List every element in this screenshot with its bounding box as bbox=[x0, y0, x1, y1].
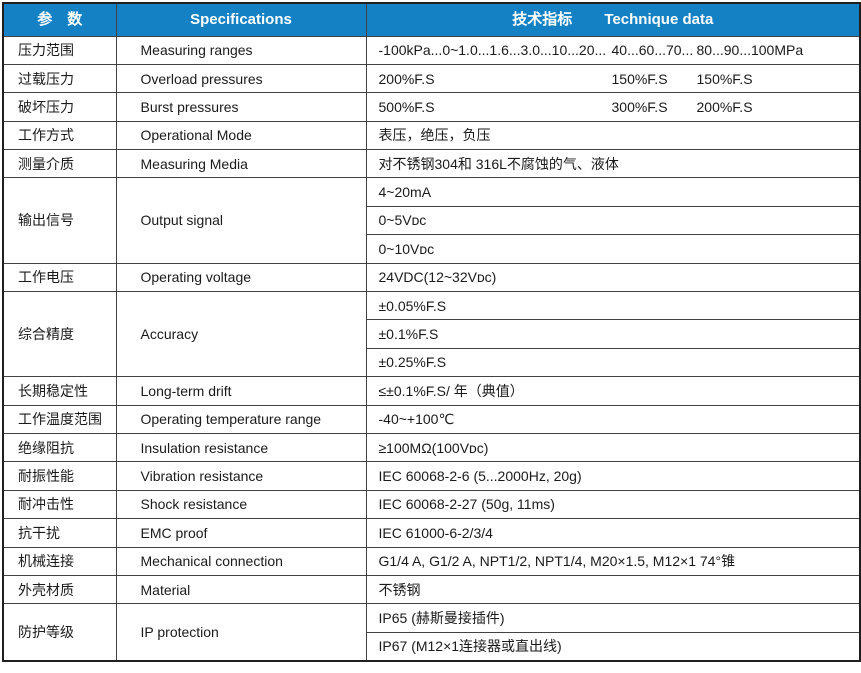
table-row-vibration-resistance: 耐振性能 Vibration resistance IEC 60068-2-6 … bbox=[2, 461, 861, 491]
specifications-table: 参 数 Specifications 技术指标 Technique data 压… bbox=[2, 2, 861, 662]
value-burst-high: 200%F.S bbox=[696, 98, 753, 115]
table-header-row: 参 数 Specifications 技术指标 Technique data bbox=[2, 2, 861, 37]
param-zh-cell: 外壳材质 bbox=[2, 574, 117, 605]
table-row-long-term-drift: 长期稳定性 Long-term drift ≤±0.1%F.S/ 年（典值） bbox=[2, 376, 861, 406]
param-zh-cell: 工作方式 bbox=[2, 120, 117, 151]
value-overload-high: 150%F.S bbox=[696, 70, 753, 87]
param-zh-cell: 输出信号 bbox=[2, 177, 117, 264]
value-range-mid: 40...60...70... bbox=[611, 42, 694, 59]
table-row-operational-mode: 工作方式 Operational Mode 表压，绝压，负压 bbox=[2, 120, 861, 151]
table-row-insulation-resistance: 绝缘阻抗 Insulation resistance ≥100MΩ(100Vᴅᴄ… bbox=[2, 432, 861, 463]
header-technique-zh: 技术指标 bbox=[512, 11, 573, 29]
value-cell: -40~+100℃ bbox=[365, 404, 861, 434]
value-cell: ±0.05%F.S bbox=[365, 291, 861, 321]
param-zh-cell: 绝缘阻抗 bbox=[2, 432, 117, 463]
header-technique-data: 技术指标 Technique data bbox=[365, 2, 861, 37]
value-cell: 500%F.S 300%F.S 200%F.S bbox=[365, 92, 861, 122]
param-zh-cell: 抗干扰 bbox=[2, 518, 117, 548]
param-zh-cell: 耐冲击性 bbox=[2, 489, 117, 520]
value-cell: ≥100MΩ(100Vᴅᴄ) bbox=[365, 432, 861, 463]
value-cell: ±0.1%F.S bbox=[365, 319, 861, 349]
param-en-cell: Measuring Media bbox=[115, 149, 367, 179]
table-row-output-signal-2: 0~5Vᴅᴄ bbox=[3, 205, 861, 236]
header-specifications: Specifications bbox=[115, 2, 367, 37]
value-cell: 200%F.S 150%F.S 150%F.S bbox=[365, 63, 861, 94]
param-en-cell: Shock resistance bbox=[115, 489, 367, 520]
value-cell: IEC 60068-2-6 (5...2000Hz, 20g) bbox=[365, 461, 861, 491]
value-cell: IP65 (赫斯曼接插件) bbox=[365, 603, 861, 633]
param-zh-cell: 测量介质 bbox=[2, 149, 117, 179]
value-cell: 0~5Vᴅᴄ bbox=[365, 205, 861, 236]
param-en-cell: Material bbox=[115, 574, 367, 605]
table-row-mechanical-connection: 机械连接 Mechanical connection G1/4 A, G1/2 … bbox=[2, 546, 861, 576]
value-cell: 24VDC(12~32Vᴅᴄ) bbox=[365, 262, 861, 293]
value-overload-mid: 150%F.S bbox=[611, 70, 668, 87]
param-en-cell: Accuracy bbox=[115, 291, 367, 378]
value-cell: 不锈钢 bbox=[365, 574, 861, 605]
param-en-cell: IP protection bbox=[115, 603, 367, 662]
param-zh-cell: 综合精度 bbox=[2, 291, 117, 378]
param-en-cell: Insulation resistance bbox=[115, 432, 367, 463]
table-row-accuracy-3: ±0.25%F.S bbox=[3, 347, 861, 378]
param-zh-cell: 防护等级 bbox=[2, 603, 117, 662]
value-overload-low: 200%F.S bbox=[378, 70, 435, 87]
param-zh-cell: 长期稳定性 bbox=[2, 376, 117, 406]
value-cell: ≤±0.1%F.S/ 年（典值） bbox=[365, 376, 861, 406]
value-cell: IP67 (M12×1连接器或直出线) bbox=[365, 631, 861, 662]
param-zh-cell: 破坏压力 bbox=[2, 92, 117, 122]
param-zh-cell: 工作温度范围 bbox=[2, 404, 117, 434]
table-row-operating-voltage: 工作电压 Operating voltage 24VDC(12~32Vᴅᴄ) bbox=[2, 262, 861, 293]
value-cell: 4~20mA bbox=[365, 177, 861, 207]
param-en-cell: Operating temperature range bbox=[115, 404, 367, 434]
table-row-accuracy: 综合精度 Accuracy ±0.05%F.S bbox=[2, 291, 861, 378]
param-en-cell: Measuring ranges bbox=[115, 35, 367, 65]
param-zh-cell: 过载压力 bbox=[2, 63, 117, 94]
table-row-measuring-media: 测量介质 Measuring Media 对不锈钢304和 316L不腐蚀的气、… bbox=[2, 149, 861, 179]
table-row-ip-protection: 防护等级 IP protection IP65 (赫斯曼接插件) bbox=[2, 603, 861, 662]
value-burst-low: 500%F.S bbox=[378, 98, 435, 115]
param-en-cell: EMC proof bbox=[115, 518, 367, 548]
param-zh-cell: 压力范围 bbox=[2, 35, 117, 65]
param-en-cell: Burst pressures bbox=[115, 92, 367, 122]
table-row-operating-temperature: 工作温度范围 Operating temperature range -40~+… bbox=[2, 404, 861, 434]
header-technique-en: Technique data bbox=[604, 11, 714, 29]
table-row-output-signal: 输出信号 Output signal 4~20mA bbox=[2, 177, 861, 264]
value-cell: 表压，绝压，负压 bbox=[365, 120, 861, 151]
table-row-measuring-ranges: 压力范围 Measuring ranges -100kPa...0~1.0...… bbox=[2, 35, 861, 65]
param-en-cell: Mechanical connection bbox=[115, 546, 367, 576]
value-cell: IEC 61000-6-2/3/4 bbox=[365, 518, 861, 548]
value-cell: -100kPa...0~1.0...1.6...3.0...10...20...… bbox=[365, 35, 861, 65]
table-row-shock-resistance: 耐冲击性 Shock resistance IEC 60068-2-27 (50… bbox=[2, 489, 861, 520]
value-cell: ±0.25%F.S bbox=[365, 347, 861, 378]
value-burst-mid: 300%F.S bbox=[611, 98, 668, 115]
param-zh-cell: 工作电压 bbox=[2, 262, 117, 293]
table-row-overload: 过载压力 Overload pressures 200%F.S 150%F.S … bbox=[2, 63, 861, 94]
param-en-cell: Operational Mode bbox=[115, 120, 367, 151]
header-param: 参 数 bbox=[2, 2, 117, 37]
value-range-high: 80...90...100MPa bbox=[696, 42, 804, 59]
param-en-cell: Output signal bbox=[115, 177, 367, 264]
value-cell: G1/4 A, G1/2 A, NPT1/2, NPT1/4, M20×1.5,… bbox=[365, 546, 861, 576]
param-en-cell: Overload pressures bbox=[115, 63, 367, 94]
param-en-cell: Operating voltage bbox=[115, 262, 367, 293]
param-zh-cell: 机械连接 bbox=[2, 546, 117, 576]
value-group: 200%F.S 150%F.S 150%F.S bbox=[379, 71, 860, 87]
value-range-low: -100kPa...0~1.0...1.6...3.0...10...20... bbox=[378, 42, 607, 59]
table-row-output-signal-3: 0~10Vᴅᴄ bbox=[3, 234, 861, 264]
param-en-cell: Vibration resistance bbox=[115, 461, 367, 491]
param-en-cell: Long-term drift bbox=[115, 376, 367, 406]
table-row-ip-protection-2: IP67 (M12×1连接器或直出线) bbox=[3, 631, 861, 662]
table-row-material: 外壳材质 Material 不锈钢 bbox=[2, 574, 861, 605]
value-cell: IEC 60068-2-27 (50g, 11ms) bbox=[365, 489, 861, 520]
value-group: -100kPa...0~1.0...1.6...3.0...10...20...… bbox=[379, 42, 860, 58]
table-row-emc-proof: 抗干扰 EMC proof IEC 61000-6-2/3/4 bbox=[2, 518, 861, 548]
value-group: 500%F.S 300%F.S 200%F.S bbox=[379, 99, 860, 115]
param-zh-cell: 耐振性能 bbox=[2, 461, 117, 491]
value-cell: 0~10Vᴅᴄ bbox=[365, 234, 861, 264]
value-cell: 对不锈钢304和 316L不腐蚀的气、液体 bbox=[365, 149, 861, 179]
table-row-burst: 破坏压力 Burst pressures 500%F.S 300%F.S 200… bbox=[2, 92, 861, 122]
